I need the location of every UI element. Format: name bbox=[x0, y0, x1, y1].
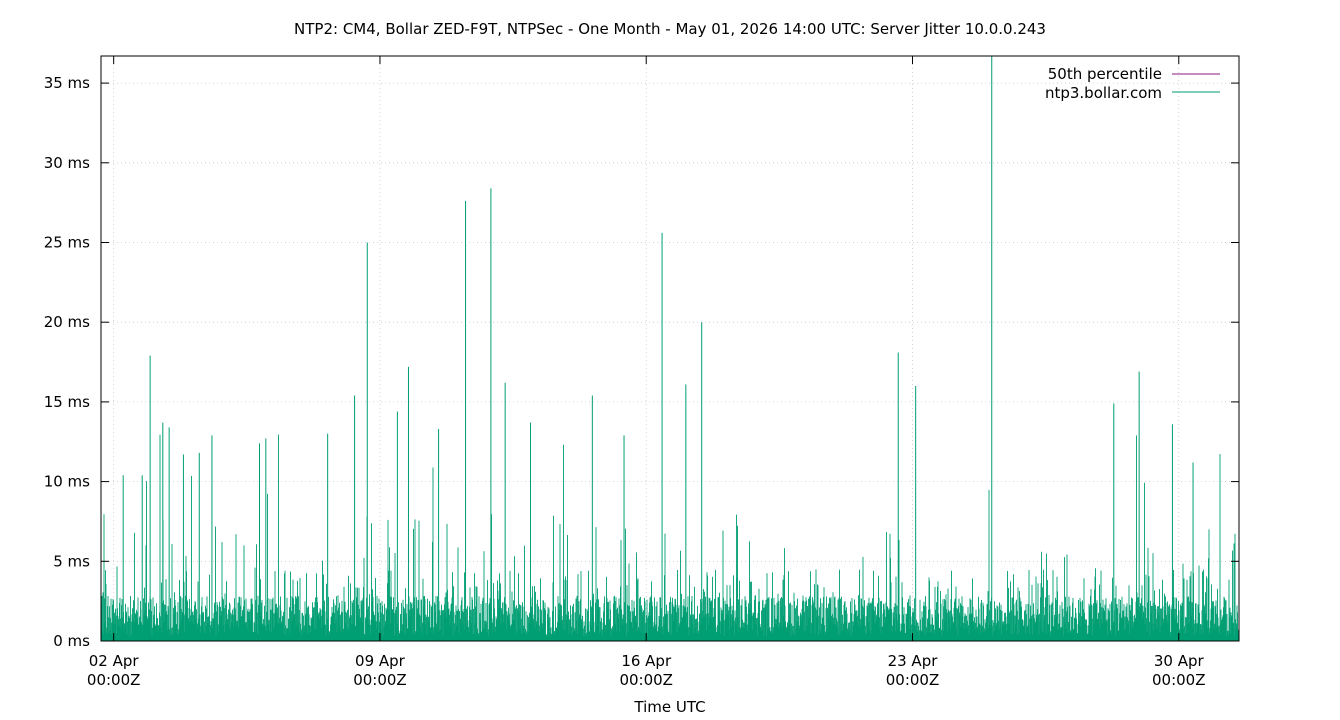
series-ntp3 bbox=[100, 56, 1240, 641]
x-tick-label: 00:00Z bbox=[1152, 671, 1206, 689]
x-tick-label: 00:00Z bbox=[619, 671, 673, 689]
legend-label-ntp3: ntp3.bollar.com bbox=[1045, 84, 1162, 102]
y-axis-ticks: 0 ms 5 ms 10 ms 15 ms 20 ms 25 ms 30 ms 35 ms bbox=[44, 74, 1239, 650]
y-tick-label: 35 ms bbox=[44, 74, 90, 92]
x-tick-label: 00:00Z bbox=[886, 671, 940, 689]
x-tick-label: 16 Apr bbox=[621, 652, 672, 670]
axes bbox=[100, 55, 1240, 642]
x-tick-label: 00:00Z bbox=[87, 671, 141, 689]
y-tick-label: 30 ms bbox=[44, 154, 90, 172]
grid-lines bbox=[101, 56, 1239, 641]
x-tick-label: 30 Apr bbox=[1154, 652, 1205, 670]
y-tick-label: 0 ms bbox=[53, 632, 90, 650]
legend: 50th percentile ntp3.bollar.com bbox=[1045, 65, 1220, 102]
plot-border bbox=[100, 55, 1240, 642]
y-tick-label: 5 ms bbox=[53, 552, 90, 570]
x-tick-label: 02 Apr bbox=[89, 652, 140, 670]
legend-label-50th-percentile: 50th percentile bbox=[1048, 65, 1162, 83]
x-tick-label: 00:00Z bbox=[353, 671, 407, 689]
x-tick-label: 23 Apr bbox=[888, 652, 939, 670]
y-tick-label: 15 ms bbox=[44, 393, 90, 411]
x-axis-label: Time UTC bbox=[633, 698, 705, 716]
y-tick-label: 10 ms bbox=[44, 473, 90, 491]
y-tick-label: 25 ms bbox=[44, 233, 90, 251]
y-tick-label: 20 ms bbox=[44, 313, 90, 331]
jitter-noise-band bbox=[100, 434, 1240, 641]
x-tick-label: 09 Apr bbox=[355, 652, 406, 670]
chart-title: NTP2: CM4, Bollar ZED-F9T, NTPSec - One … bbox=[294, 20, 1046, 38]
